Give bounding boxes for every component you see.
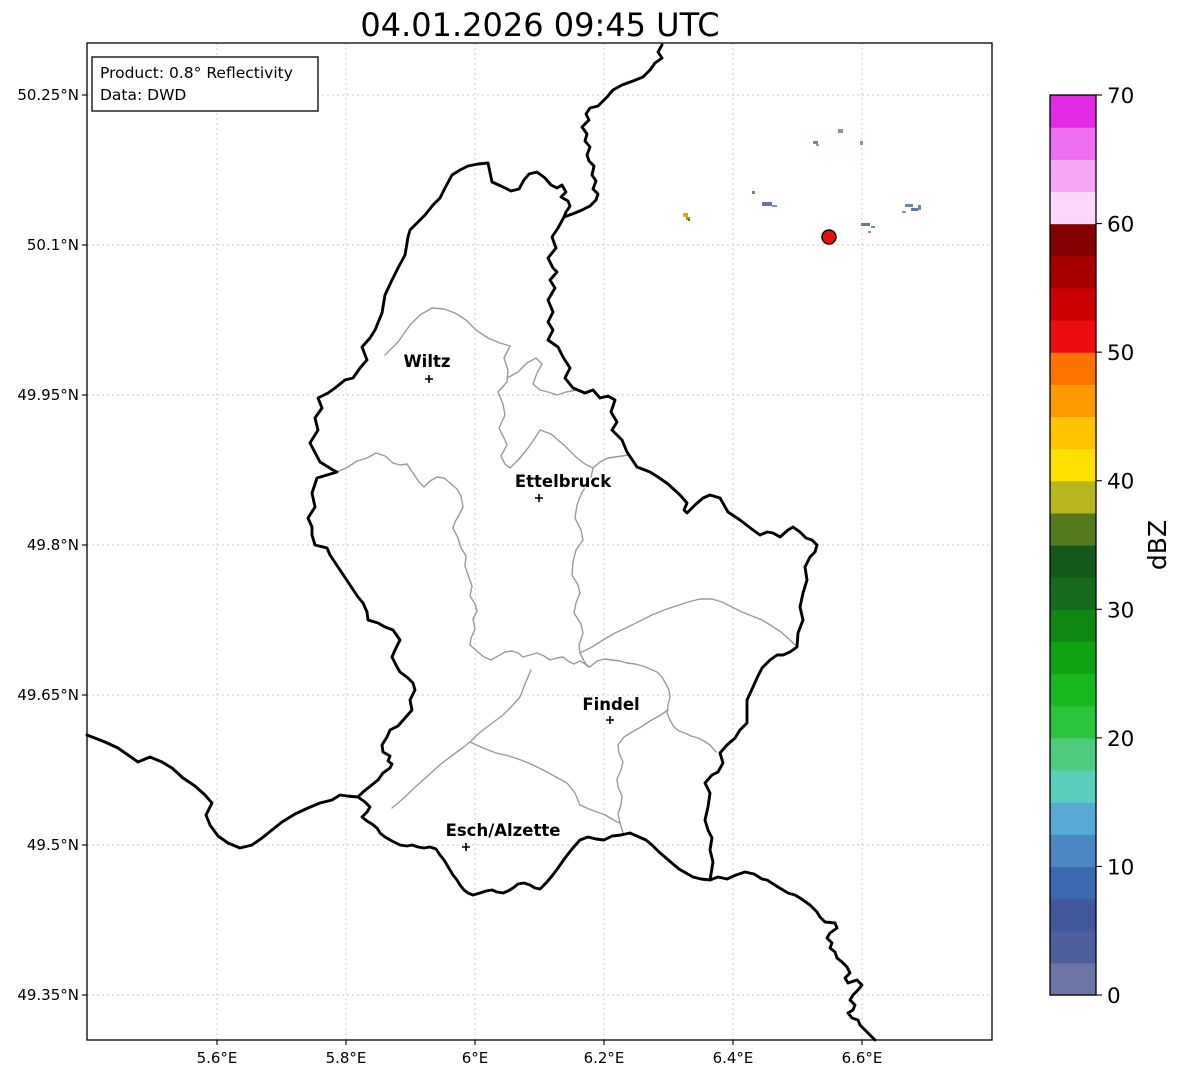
radar-site-marker xyxy=(821,229,837,245)
radar-echoes-layer xyxy=(683,129,921,233)
radar-echo-cell xyxy=(871,226,875,228)
country-borders xyxy=(85,43,877,1042)
radar-echo-cell xyxy=(911,208,918,211)
colorbar-tick-label: 20 xyxy=(1107,727,1134,752)
city-marker xyxy=(425,375,433,383)
colorbar-segment xyxy=(1050,545,1096,578)
colorbar-segment xyxy=(1050,159,1096,193)
radar-echo-cell xyxy=(868,231,871,233)
radar-echo-cell xyxy=(688,219,690,221)
colorbar-segment xyxy=(1050,834,1096,868)
x-tick-label: 6.2°E xyxy=(584,1049,625,1067)
x-tick-label: 6.4°E xyxy=(713,1049,754,1067)
colorbar-segment xyxy=(1050,255,1096,289)
border-belgium-germany xyxy=(562,43,664,219)
y-tick-label: 50.25°N xyxy=(17,86,79,104)
radar-echo-cell xyxy=(860,141,863,145)
district-borders xyxy=(336,307,798,834)
x-tick-label: 5.6°E xyxy=(197,1049,238,1067)
city-label: Ettelbruck xyxy=(515,472,612,491)
colorbar-tick-label: 40 xyxy=(1107,470,1134,495)
colorbar-segment xyxy=(1050,384,1096,418)
colorbar-segment xyxy=(1050,898,1096,932)
y-tick-label: 49.35°N xyxy=(17,986,79,1004)
city-label: Findel xyxy=(582,695,639,714)
colorbar-tick-label: 30 xyxy=(1107,598,1134,623)
border-luxembourg xyxy=(306,161,819,897)
x-tick-label: 6.6°E xyxy=(842,1049,883,1067)
colorbar-segment xyxy=(1050,930,1096,964)
y-tick-label: 49.8°N xyxy=(27,536,79,554)
product-info-line1: Product: 0.8° Reflectivity xyxy=(100,64,293,82)
y-tick-label: 49.65°N xyxy=(17,686,79,704)
radar-echo-cell xyxy=(772,205,777,207)
colorbar: 0 10 20 30 40 50 60 70 xyxy=(1050,84,1134,1009)
city-marker xyxy=(535,494,543,502)
radar-echo-cell xyxy=(816,144,819,146)
colorbar-segment xyxy=(1050,641,1096,675)
city-marker xyxy=(606,716,614,724)
colorbar-segment xyxy=(1050,191,1096,225)
colorbar-segment xyxy=(1050,320,1096,353)
gridlines xyxy=(87,43,992,1040)
radar-echo-cell xyxy=(813,141,818,144)
colorbar-segment xyxy=(1050,705,1096,739)
y-tick-label: 49.5°N xyxy=(27,836,79,854)
colorbar-segment xyxy=(1050,673,1096,707)
colorbar-segment xyxy=(1050,866,1096,900)
colorbar-tick-label: 60 xyxy=(1107,213,1134,238)
colorbar-segment xyxy=(1050,577,1096,610)
figure-title: 04.01.2026 09:45 UTC xyxy=(360,6,719,44)
colorbar-segment xyxy=(1050,480,1096,514)
colorbar-segment xyxy=(1050,287,1096,321)
radar-echo-cell xyxy=(762,202,772,206)
y-tick-label: 50.1°N xyxy=(27,236,79,254)
y-tick-label: 49.95°N xyxy=(17,386,79,404)
city-label: Wiltz xyxy=(403,352,450,371)
city-label: Esch/Alzette xyxy=(446,821,561,840)
colorbar-segment xyxy=(1050,352,1096,385)
colorbar-segment xyxy=(1050,962,1096,996)
radar-echo-cell xyxy=(686,217,690,220)
colorbar-segment xyxy=(1050,609,1096,643)
x-tick-label: 6°E xyxy=(462,1049,489,1067)
colorbar-tick-label: 10 xyxy=(1107,855,1134,880)
border-germany-france xyxy=(708,870,877,1042)
colorbar-segment xyxy=(1050,95,1096,128)
city-marker xyxy=(462,843,470,851)
product-info-box: Product: 0.8° Reflectivity Data: DWD xyxy=(91,56,319,112)
colorbar-segment xyxy=(1050,770,1096,803)
radar-echo-cell xyxy=(905,204,913,207)
colorbar-axis-label: dBZ xyxy=(1143,520,1172,570)
map-frame xyxy=(86,42,993,1041)
colorbar-frame xyxy=(1049,94,1097,996)
radar-echo-cell xyxy=(683,213,688,217)
radar-echo-cell xyxy=(752,191,755,194)
colorbar-tick-label: 70 xyxy=(1107,84,1134,109)
radar-echo-cell xyxy=(918,205,921,210)
colorbar-segment xyxy=(1050,127,1096,160)
colorbar-segment xyxy=(1050,802,1096,835)
city-annotations: Wiltz Ettelbruck Findel Esch/Alzette xyxy=(402,351,641,851)
x-tick-label: 5.8°E xyxy=(326,1049,367,1067)
colorbar-tick-label: 0 xyxy=(1107,984,1121,1009)
colorbar-segment xyxy=(1050,737,1096,771)
axis-tick-labels: 5.6°E 5.8°E 6°E 6.2°E 6.4°E 6.6°E 50.25°N 50.1°… xyxy=(17,86,882,1067)
radar-echo-cell xyxy=(838,129,843,133)
colorbar-tick-label: 50 xyxy=(1107,341,1134,366)
colorbar-segment xyxy=(1050,416,1096,450)
radar-echo-cell xyxy=(861,223,870,226)
radar-echo-cell xyxy=(902,211,906,213)
colorbar-segment xyxy=(1050,448,1096,482)
product-info-line2: Data: DWD xyxy=(100,86,186,104)
border-belgium-france xyxy=(85,733,360,850)
colorbar-segment xyxy=(1050,512,1096,546)
colorbar-segment xyxy=(1050,223,1096,257)
